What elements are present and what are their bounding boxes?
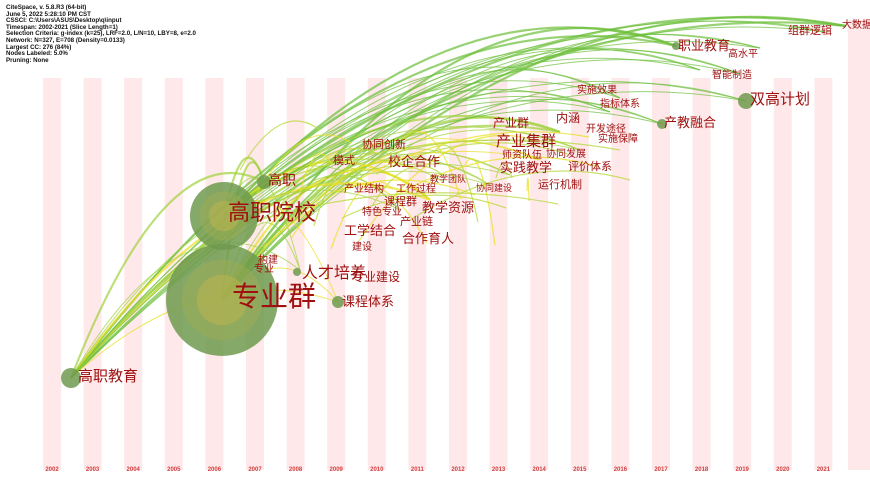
year-label: 2002 — [45, 467, 59, 473]
year-label: 2005 — [167, 467, 181, 473]
year-label: 2010 — [370, 467, 384, 473]
keyword-chanjiaoronghe[interactable]: 产教融合 — [664, 115, 716, 131]
keyword-gongzuoguocheng[interactable]: 工作过程 — [396, 182, 436, 195]
keyword-gaozhiyuanxiao[interactable]: 高职院校 — [228, 201, 316, 226]
year-axis: 2002 2003 2004 2005 2006 2007 2008 2009 2010 2011… — [45, 467, 830, 473]
year-label: 2004 — [127, 467, 141, 473]
year-stripe — [733, 78, 751, 470]
keyword-xietongjianshe[interactable]: 协同建设 — [476, 182, 512, 194]
year-stripe — [449, 78, 467, 470]
year-label: 2012 — [451, 467, 465, 473]
year-stripe — [848, 20, 870, 470]
year-label: 2014 — [533, 467, 547, 473]
keyword-shishibaozhang[interactable]: 实施保障 — [598, 132, 638, 145]
keyword-zhinengzhizao[interactable]: 智能制造 — [712, 68, 752, 81]
keyword-chanyejiegou[interactable]: 产业结构 — [344, 182, 384, 195]
keyword-zhiyejiaoyu[interactable]: 职业教育 — [678, 38, 730, 54]
keyword-kechengqun[interactable]: 课程群 — [384, 194, 417, 208]
info-line: Pruning: None — [6, 58, 196, 65]
keyword-pingjiatixi[interactable]: 评价体系 — [568, 159, 612, 173]
year-label: 2017 — [654, 467, 668, 473]
year-stripe — [43, 78, 61, 470]
keyword-chanyejiqun[interactable]: 产业集群 — [496, 132, 556, 150]
citespace-info-panel: CiteSpace, v. 5.8.R3 (64-bit) June 5, 202… — [6, 5, 196, 64]
year-label: 2021 — [817, 467, 831, 473]
year-label: 2019 — [736, 467, 750, 473]
year-label: 2008 — [289, 467, 303, 473]
keyword-gongxuejiehe[interactable]: 工学结合 — [344, 223, 396, 239]
keyword-gaozhi[interactable]: 高职 — [268, 172, 296, 189]
keyword-xiaoqihezuo[interactable]: 校企合作 — [388, 154, 440, 170]
keyword-zhuanyequn[interactable]: 专业群 — [232, 280, 316, 313]
year-label: 2011 — [411, 467, 425, 473]
keyword-xietongfazhan[interactable]: 协同发展 — [546, 147, 586, 160]
keyword-chanyequn[interactable]: 产业群 — [493, 116, 529, 130]
keyword-dashuju[interactable]: 大数据 — [842, 18, 870, 31]
keyword-hezuoyuren[interactable]: 合作育人 — [402, 231, 454, 247]
link-77 — [527, 178, 529, 201]
year-label: 2007 — [248, 467, 262, 473]
keyword-kechengtixi[interactable]: 课程体系 — [342, 295, 394, 310]
year-label: 2003 — [86, 467, 100, 473]
keyword-shishixiaoguo[interactable]: 实施效果 — [577, 83, 617, 96]
keyword-zhuanye[interactable]: 专业 — [254, 262, 274, 275]
keyword-xietongchuangxin[interactable]: 协同创新 — [362, 137, 406, 151]
year-stripe — [124, 78, 142, 470]
keyword-jianshe[interactable]: 建设 — [352, 240, 372, 253]
keyword-shiziduiwu[interactable]: 师资队伍 — [502, 148, 542, 161]
year-label: 2013 — [492, 467, 506, 473]
keyword-shijianjiaoxue[interactable]: 实践教学 — [500, 160, 552, 176]
keyword-rencaipeiyang-node[interactable] — [293, 268, 301, 276]
year-stripe — [408, 78, 426, 470]
year-label: 2016 — [614, 467, 628, 473]
keyword-zuqunluoji[interactable]: 组群逻辑 — [788, 23, 832, 37]
year-stripes — [43, 20, 870, 470]
keyword-chanyelian[interactable]: 产业链 — [400, 214, 433, 228]
keyword-gaozhijiaoyu[interactable]: 高职教育 — [78, 367, 138, 385]
keyword-jiaoxueziyuan[interactable]: 教学资源 — [422, 200, 474, 216]
keyword-zhuanyejianshe[interactable]: 专业建设 — [352, 269, 400, 284]
year-stripe — [84, 78, 102, 470]
keyword-shuanggaojihua[interactable]: 双高计划 — [750, 90, 810, 108]
keyword-moshi[interactable]: 模式 — [333, 154, 355, 167]
year-label: 2006 — [208, 467, 222, 473]
year-stripe — [652, 78, 670, 470]
year-stripe — [693, 78, 711, 470]
keyword-tesezhuanye[interactable]: 特色专业 — [362, 205, 402, 218]
year-stripe — [774, 78, 792, 470]
keyword-gaoshuiping[interactable]: 高水平 — [728, 47, 758, 60]
year-label: 2015 — [573, 467, 587, 473]
keyword-zhibiaotixi[interactable]: 指标体系 — [600, 97, 640, 110]
keyword-neihan[interactable]: 内涵 — [556, 111, 580, 125]
year-label: 2020 — [776, 467, 790, 473]
year-label: 2009 — [330, 467, 344, 473]
keyword-yunxingjizhi[interactable]: 运行机制 — [538, 177, 582, 191]
year-label: 2018 — [695, 467, 709, 473]
year-stripe — [814, 78, 832, 470]
